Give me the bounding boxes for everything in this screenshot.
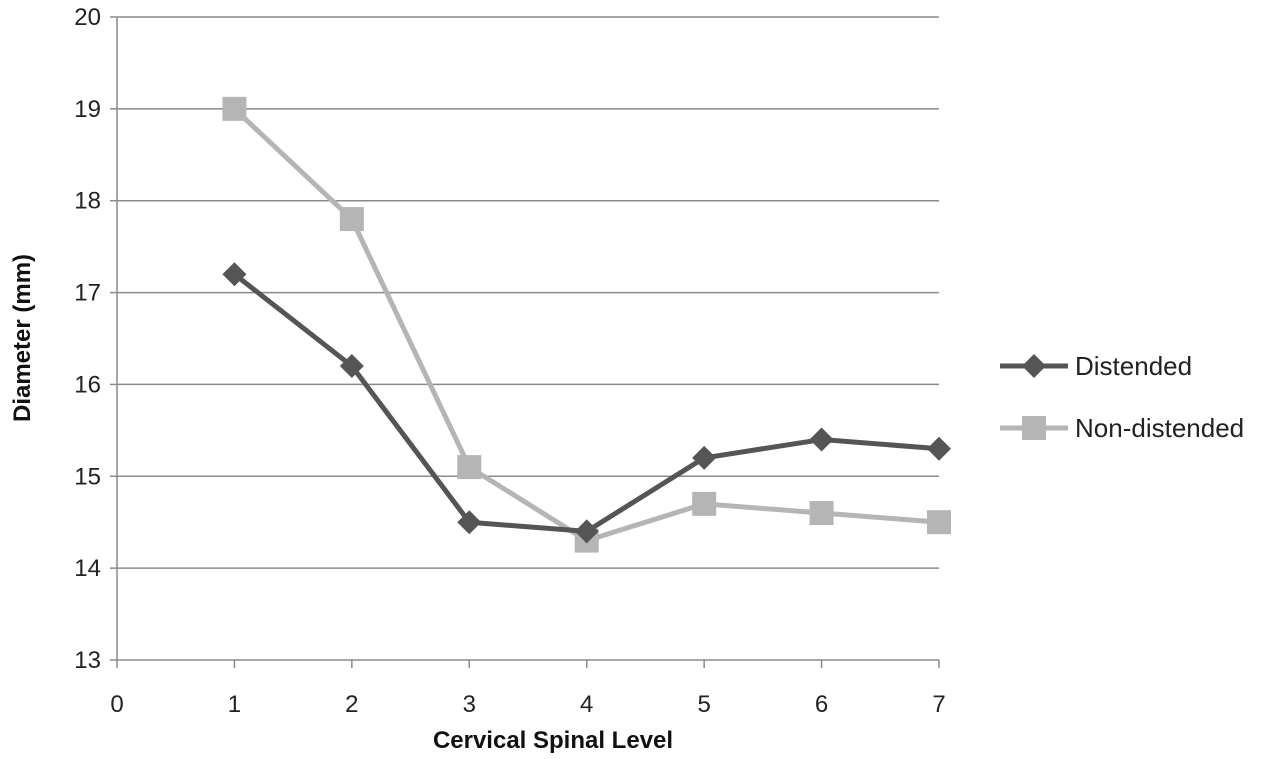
legend-item-distended: Distended [1000, 351, 1192, 381]
data-point-distended-3 [457, 510, 482, 535]
data-point-distended-7 [927, 436, 951, 461]
y-tick-label-20: 20 [74, 4, 101, 31]
data-point-distended-1 [222, 262, 247, 287]
series-distended [222, 262, 951, 544]
y-axis-title: Diameter (mm) [9, 254, 36, 422]
data-point-non-distended-6 [809, 501, 834, 526]
x-tick-label-7: 7 [932, 691, 945, 718]
legend-item-non-distended: Non-distended [1000, 413, 1244, 443]
legend-label-distended: Distended [1075, 351, 1192, 381]
y-tick-label-19: 19 [74, 96, 101, 123]
data-point-distended-6 [809, 427, 834, 452]
y-tick-label-14: 14 [74, 555, 101, 582]
data-point-distended-4 [574, 519, 599, 544]
tick-labels: 13 14 15 16 17 18 19 20 0 1 2 3 4 5 6 7 [74, 4, 945, 718]
x-tick-label-5: 5 [697, 691, 710, 718]
legend-marker-non-distended [1022, 416, 1046, 440]
y-tick-label-15: 15 [74, 463, 101, 490]
x-tick-label-2: 2 [345, 691, 358, 718]
axes [110, 16, 940, 668]
data-point-distended-2 [339, 354, 364, 379]
data-point-distended-5 [692, 445, 717, 470]
data-point-non-distended-7 [927, 510, 951, 535]
series-group [222, 96, 951, 553]
x-tick-label-1: 1 [228, 691, 241, 718]
y-tick-label-18: 18 [74, 188, 101, 215]
x-tick-label-4: 4 [580, 691, 593, 718]
legend: Distended Non-distended [1000, 351, 1244, 443]
data-point-non-distended-5 [692, 491, 717, 516]
legend-marker-distended [1022, 354, 1046, 378]
data-point-non-distended-1 [222, 96, 247, 121]
y-tick-label-17: 17 [74, 280, 101, 307]
data-point-non-distended-2 [339, 207, 364, 232]
x-tick-label-0: 0 [110, 691, 123, 718]
y-tick-label-16: 16 [74, 371, 101, 398]
series-non-distended [222, 96, 951, 553]
x-tick-label-6: 6 [815, 691, 828, 718]
legend-label-non-distended: Non-distended [1075, 413, 1244, 443]
x-tick-label-3: 3 [463, 691, 476, 718]
series-line-distended [232, 272, 940, 534]
y-tick-label-13: 13 [74, 647, 101, 674]
x-axis-title: Cervical Spinal Level [433, 727, 673, 754]
data-point-non-distended-3 [457, 455, 482, 480]
